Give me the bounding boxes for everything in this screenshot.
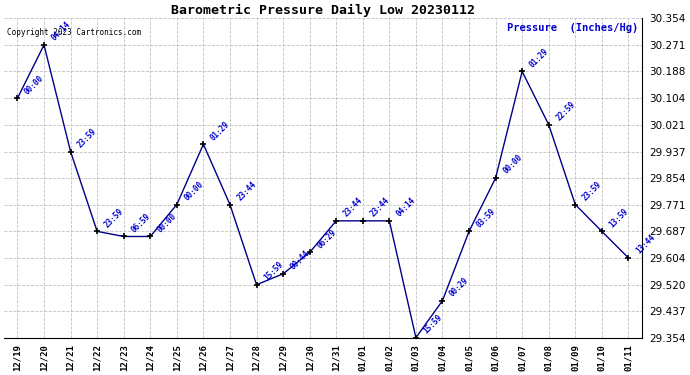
Text: 13:59: 13:59 — [607, 207, 630, 229]
Text: 23:59: 23:59 — [103, 207, 126, 229]
Text: 04:14: 04:14 — [50, 20, 72, 43]
Text: 06:29: 06:29 — [315, 228, 338, 250]
Text: 23:59: 23:59 — [581, 180, 604, 203]
Text: 23:44: 23:44 — [235, 180, 258, 203]
Text: 23:44: 23:44 — [368, 196, 391, 219]
Text: 23:44: 23:44 — [342, 196, 364, 219]
Text: 00:00: 00:00 — [156, 211, 179, 234]
Text: 00:29: 00:29 — [448, 276, 471, 298]
Text: 15:59: 15:59 — [422, 313, 444, 336]
Text: 01:29: 01:29 — [528, 46, 551, 69]
Text: Pressure  (Inches/Hg): Pressure (Inches/Hg) — [507, 23, 638, 33]
Text: 00:00: 00:00 — [23, 74, 46, 96]
Text: 22:59: 22:59 — [554, 100, 577, 123]
Text: 06:59: 06:59 — [129, 211, 152, 234]
Text: 04:14: 04:14 — [395, 196, 417, 219]
Text: 00:00: 00:00 — [501, 153, 524, 176]
Text: 13:44: 13:44 — [634, 233, 657, 256]
Title: Barometric Pressure Daily Low 20230112: Barometric Pressure Daily Low 20230112 — [171, 4, 475, 17]
Text: 00:00: 00:00 — [182, 180, 205, 203]
Text: 00:44: 00:44 — [288, 249, 311, 272]
Text: 01:29: 01:29 — [209, 119, 232, 142]
Text: 03:59: 03:59 — [475, 207, 497, 229]
Text: 15:59: 15:59 — [262, 260, 285, 282]
Text: Copyright 2023 Cartronics.com: Copyright 2023 Cartronics.com — [8, 28, 141, 37]
Text: 23:59: 23:59 — [76, 127, 99, 149]
